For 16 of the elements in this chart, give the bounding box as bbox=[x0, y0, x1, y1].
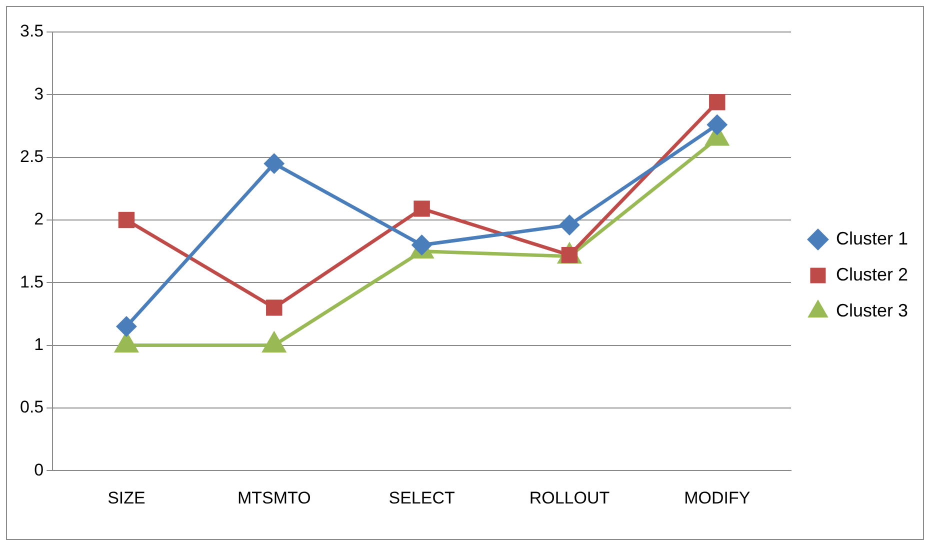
legend-label: Cluster 3 bbox=[836, 300, 908, 320]
y-tick-label: 1.5 bbox=[20, 272, 44, 292]
x-tick-label: SIZE bbox=[108, 488, 146, 508]
y-tick-label: 3 bbox=[34, 84, 44, 104]
y-tick-label: 0 bbox=[34, 460, 44, 480]
y-tick-label: 0.5 bbox=[20, 398, 44, 417]
x-tick-label: ROLLOUT bbox=[529, 488, 610, 508]
y-tick-label: 3.5 bbox=[20, 22, 44, 41]
y-tick-label: 2 bbox=[34, 210, 44, 229]
x-tick-label: MTSMTO bbox=[237, 488, 311, 508]
y-tick-label: 1 bbox=[34, 334, 44, 354]
legend-label: Cluster 2 bbox=[836, 264, 908, 284]
x-tick-label: MODIFY bbox=[684, 488, 750, 508]
x-tick-label: SELECT bbox=[388, 488, 455, 508]
y-tick-label: 2.5 bbox=[20, 147, 44, 166]
legend-label: Cluster 1 bbox=[836, 228, 908, 248]
